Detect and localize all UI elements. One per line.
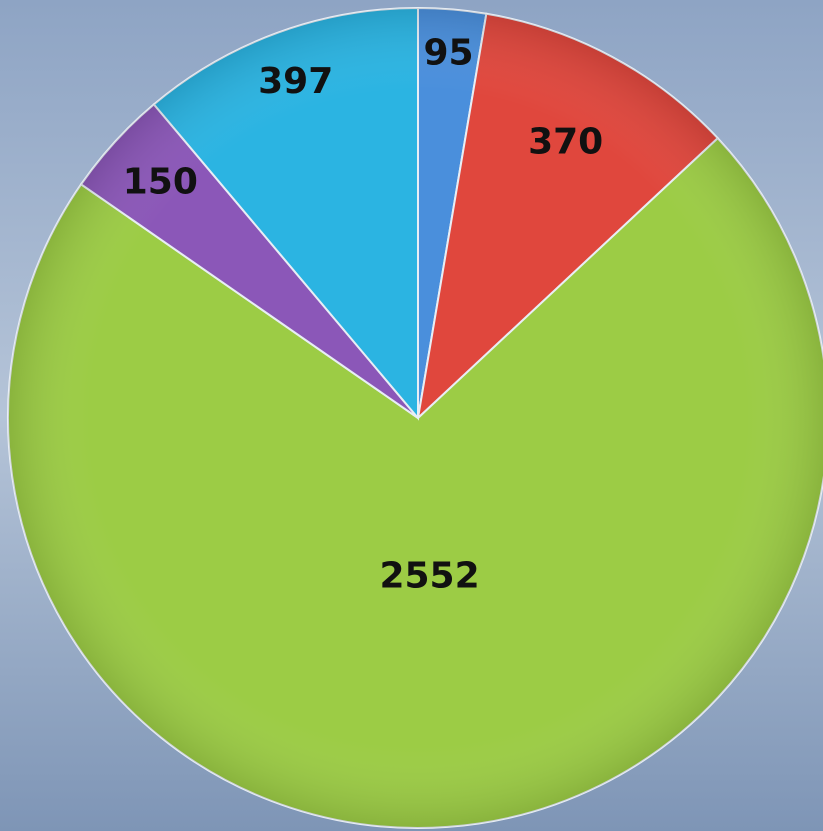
- pie: [7, 6, 823, 829]
- data-label: 95: [423, 32, 473, 73]
- data-label: 397: [258, 61, 333, 102]
- data-label: 2552: [379, 555, 479, 596]
- data-label: 370: [528, 122, 603, 163]
- data-label: 150: [123, 161, 198, 202]
